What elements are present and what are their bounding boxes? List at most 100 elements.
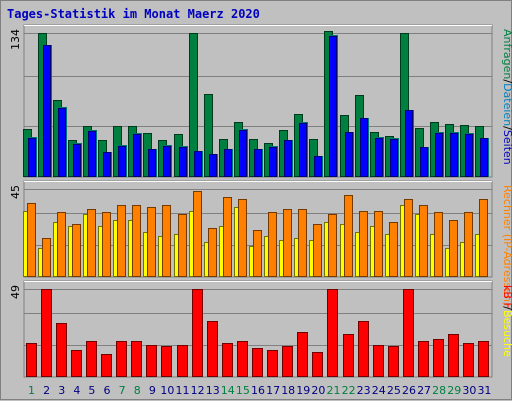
bar-top-seiten-4: [73, 144, 81, 177]
legend-middle: Rechner (IP-Adressen)/Besuche: [501, 185, 512, 357]
bar-middle-rechner-ip-adressen--10: [162, 205, 171, 277]
bar-top-seiten-29: [450, 133, 458, 177]
bar-bottom-kb-f-26: [403, 289, 414, 377]
bar-top-seiten-9: [148, 149, 156, 177]
legend-top: Anfragen/Dateien/Seiten: [501, 29, 512, 165]
bar-top-seiten-23: [360, 118, 368, 177]
bar-top-seiten-7: [118, 146, 126, 177]
xtick-24: 24: [372, 384, 386, 397]
xtick-20: 20: [311, 384, 325, 397]
bar-middle-rechner-ip-adressen--14: [223, 197, 232, 277]
bar-bottom-kb-f-27: [418, 341, 429, 377]
bar-top-seiten-28: [435, 133, 443, 177]
bar-top-seiten-8: [133, 134, 141, 177]
bar-bottom-kb-f-15: [237, 341, 248, 377]
bar-middle-rechner-ip-adressen--8: [132, 205, 141, 277]
bar-middle-rechner-ip-adressen--9: [147, 207, 156, 277]
bar-top-seiten-25: [390, 139, 398, 177]
xtick-1: 1: [28, 384, 35, 397]
bar-middle-rechner-ip-adressen--15: [238, 199, 247, 277]
bar-bottom-kb-f-24: [373, 345, 384, 377]
xtick-16: 16: [251, 384, 265, 397]
bar-bottom-kb-f-31: [478, 341, 489, 377]
bar-top-seiten-5: [88, 131, 96, 177]
xtick-21: 21: [326, 384, 340, 397]
xtick-27: 27: [417, 384, 431, 397]
xtick-30: 30: [462, 384, 476, 397]
xtick-3: 3: [58, 384, 65, 397]
xtick-7: 7: [119, 384, 126, 397]
bar-middle-rechner-ip-adressen--27: [419, 205, 428, 277]
bar-middle-rechner-ip-adressen--17: [268, 212, 277, 277]
bar-bottom-kb-f-13: [207, 321, 218, 377]
xtick-28: 28: [432, 384, 446, 397]
bar-top-seiten-2: [43, 45, 51, 177]
bar-bottom-kb-f-10: [161, 346, 172, 377]
xtick-5: 5: [88, 384, 95, 397]
bar-bottom-kb-f-2: [41, 289, 52, 377]
bar-bottom-kb-f-12: [192, 289, 203, 377]
bar-bottom-kb-f-6: [101, 354, 112, 377]
xtick-10: 10: [160, 384, 174, 397]
bar-bottom-kb-f-9: [146, 345, 157, 377]
bar-bottom-kb-f-19: [297, 332, 308, 377]
bar-top-seiten-20: [314, 156, 322, 177]
bar-middle-rechner-ip-adressen--22: [344, 195, 353, 277]
bar-top-seiten-31: [480, 138, 488, 177]
ytick-middle: 45: [9, 185, 22, 199]
bar-top-seiten-22: [345, 132, 353, 177]
xtick-9: 9: [149, 384, 156, 397]
bar-middle-rechner-ip-adressen--7: [117, 205, 126, 277]
legend-top-part-4: Seiten: [501, 130, 512, 165]
bar-bottom-kb-f-8: [131, 341, 142, 377]
bar-middle-rechner-ip-adressen--19: [298, 209, 307, 277]
legend-middle-part-1: /: [501, 306, 512, 310]
bar-middle-rechner-ip-adressen--5: [87, 209, 96, 277]
bar-top-anfragen-12: [189, 33, 198, 177]
bar-bottom-kb-f-1: [26, 343, 37, 377]
bar-top-seiten-12: [194, 151, 202, 177]
ytick-top: 134: [9, 29, 22, 50]
bar-middle-rechner-ip-adressen--29: [449, 220, 458, 277]
bar-bottom-kb-f-25: [388, 346, 399, 377]
bar-bottom-kb-f-4: [71, 350, 82, 377]
bar-bottom-kb-f-17: [267, 350, 278, 377]
bar-middle-rechner-ip-adressen--20: [313, 224, 322, 277]
bar-middle-rechner-ip-adressen--1: [27, 203, 36, 277]
legend-top-part-3: /: [501, 126, 512, 130]
bar-middle-rechner-ip-adressen--6: [102, 212, 111, 277]
bar-top-seiten-19: [299, 123, 307, 177]
xtick-18: 18: [281, 384, 295, 397]
legend-middle-part-2: Besuche: [501, 310, 512, 357]
xtick-23: 23: [357, 384, 371, 397]
bar-middle-rechner-ip-adressen--24: [374, 211, 383, 277]
bar-top-seiten-24: [375, 138, 383, 177]
bar-top-seiten-6: [103, 152, 111, 177]
bar-middle-rechner-ip-adressen--16: [253, 230, 262, 277]
xtick-17: 17: [266, 384, 280, 397]
bar-middle-rechner-ip-adressen--25: [389, 222, 398, 277]
bar-top-anfragen-26: [400, 33, 409, 177]
chart-title: Tages-Statistik im Monat Maerz 2020: [7, 7, 260, 21]
xtick-15: 15: [236, 384, 250, 397]
bar-middle-rechner-ip-adressen--3: [57, 212, 66, 277]
legend-middle-part-0: Rechner (IP-Adressen): [501, 185, 512, 306]
bar-middle-rechner-ip-adressen--11: [178, 214, 187, 277]
bar-top-seiten-18: [284, 140, 292, 177]
xtick-2: 2: [43, 384, 50, 397]
bar-bottom-kb-f-22: [343, 334, 354, 377]
bar-bottom-kb-f-11: [177, 345, 188, 377]
bar-top-seiten-16: [254, 149, 262, 177]
bar-top-seiten-26: [405, 110, 413, 177]
xtick-8: 8: [134, 384, 141, 397]
bar-bottom-kb-f-20: [312, 352, 323, 377]
bar-middle-rechner-ip-adressen--12: [193, 191, 202, 277]
bar-middle-rechner-ip-adressen--28: [434, 212, 443, 277]
xtick-19: 19: [296, 384, 310, 397]
xtick-25: 25: [387, 384, 401, 397]
bar-middle-rechner-ip-adressen--30: [464, 212, 473, 277]
xtick-13: 13: [206, 384, 220, 397]
bar-top-seiten-13: [209, 154, 217, 177]
legend-top-part-2: Dateien: [501, 83, 512, 126]
bar-bottom-kb-f-16: [252, 348, 263, 377]
